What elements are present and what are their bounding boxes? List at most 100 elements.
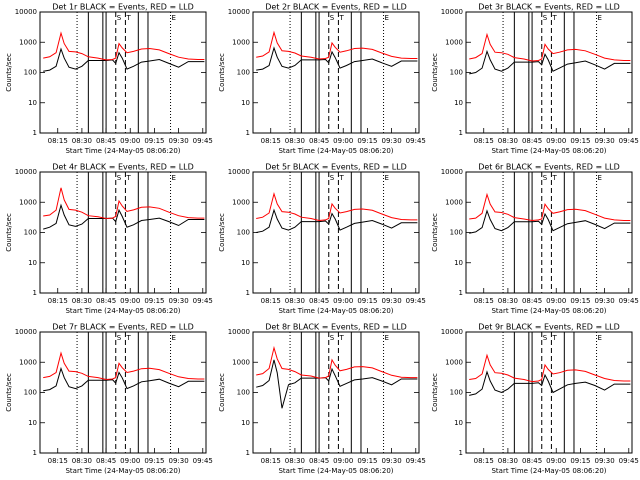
x-tick-label: 09:30 <box>169 297 189 305</box>
y-tick-label: 100 <box>237 69 250 77</box>
x-tick-label: 08:30 <box>498 297 518 305</box>
y-axis-label: Counts/sec <box>218 53 226 92</box>
annotation: E <box>598 14 602 22</box>
series-line <box>256 208 418 233</box>
x-tick-label: 09:45 <box>193 457 213 465</box>
chart-title: Det 5r BLACK = Events, RED = LLD <box>265 163 407 172</box>
y-tick-label: 1 <box>246 289 250 297</box>
series-line <box>469 370 631 396</box>
x-tick-label: 08:15 <box>48 137 68 145</box>
x-tick-label: 09:00 <box>120 137 140 145</box>
y-tick-label: 1 <box>33 449 37 457</box>
y-tick-label: 1000 <box>232 198 250 206</box>
chart-title: Det 3r BLACK = Events, RED = LLD <box>478 3 620 12</box>
x-tick-label: 08:15 <box>261 137 281 145</box>
x-tick-label: 08:30 <box>72 457 92 465</box>
y-tick-label: 10000 <box>15 8 37 16</box>
y-tick-label: 1000 <box>445 198 463 206</box>
y-tick-label: 1000 <box>445 38 463 46</box>
series-line <box>43 31 205 61</box>
chart-title: Det 4r BLACK = Events, RED = LLD <box>52 163 194 172</box>
series-line <box>43 351 205 381</box>
x-axis-label: Start Time (24-May-05 08:06:20) <box>491 467 606 475</box>
annotation: T <box>339 14 345 22</box>
y-tick-label: 10 <box>454 259 463 267</box>
x-tick-label: 09:30 <box>169 137 189 145</box>
y-tick-label: 10000 <box>441 328 463 336</box>
annotation: S <box>330 174 335 182</box>
annotation: E <box>172 334 176 342</box>
y-tick-label: 1000 <box>19 38 37 46</box>
y-axis-label: Counts/sec <box>431 213 439 252</box>
series-line <box>256 30 418 60</box>
x-tick-label: 08:30 <box>498 457 518 465</box>
chart-title: Det 8r BLACK = Events, RED = LLD <box>265 323 407 332</box>
y-tick-label: 10 <box>241 259 250 267</box>
annotation: T <box>126 14 132 22</box>
y-tick-label: 100 <box>450 69 463 77</box>
y-axis-label: Counts/sec <box>5 53 13 92</box>
y-tick-label: 10 <box>28 99 37 107</box>
x-tick-label: 09:45 <box>619 297 639 305</box>
annotation: S <box>330 14 335 22</box>
y-axis-label: Counts/sec <box>5 373 13 412</box>
plot-frame <box>252 171 420 294</box>
x-tick-label: 09:00 <box>333 137 353 145</box>
x-tick-label: 08:45 <box>96 297 116 305</box>
series-line <box>469 353 631 383</box>
x-tick-label: 08:30 <box>285 137 305 145</box>
x-axis-label: Start Time (24-May-05 08:06:20) <box>278 467 393 475</box>
y-tick-label: 100 <box>450 229 463 237</box>
y-axis-label: Counts/sec <box>218 213 226 252</box>
x-tick-label: 09:45 <box>406 297 426 305</box>
chart-title: Det 7r BLACK = Events, RED = LLD <box>52 323 194 332</box>
x-axis-label: Start Time (24-May-05 08:06:20) <box>491 147 606 155</box>
y-tick-label: 1 <box>246 449 250 457</box>
x-tick-label: 08:30 <box>285 457 305 465</box>
y-tick-label: 10000 <box>441 168 463 176</box>
y-tick-label: 1000 <box>232 358 250 366</box>
x-tick-label: 09:45 <box>619 137 639 145</box>
y-tick-label: 10000 <box>228 328 250 336</box>
x-tick-label: 09:45 <box>406 137 426 145</box>
plot-frame <box>39 11 207 134</box>
annotation: S <box>330 334 335 342</box>
series-line <box>43 203 205 230</box>
annotation: S <box>117 14 122 22</box>
annotation: T <box>126 174 132 182</box>
x-tick-label: 09:30 <box>382 297 402 305</box>
annotation: E <box>385 334 389 342</box>
plot-frame <box>252 331 420 454</box>
y-tick-label: 10 <box>454 99 463 107</box>
series-line <box>256 46 418 71</box>
x-axis-label: Start Time (24-May-05 08:06:20) <box>65 147 180 155</box>
y-tick-label: 100 <box>450 389 463 397</box>
series-line <box>256 191 418 222</box>
annotation: E <box>598 334 602 342</box>
y-tick-label: 10000 <box>441 8 463 16</box>
y-tick-label: 10000 <box>15 168 37 176</box>
plot-frame <box>465 171 633 294</box>
x-tick-label: 09:30 <box>595 297 615 305</box>
x-tick-label: 09:30 <box>169 457 189 465</box>
x-tick-label: 08:45 <box>522 297 542 305</box>
x-tick-label: 08:15 <box>261 297 281 305</box>
x-tick-label: 09:15 <box>570 137 590 145</box>
y-tick-label: 10 <box>28 419 37 427</box>
annotation: E <box>385 14 389 22</box>
y-axis-label: Counts/sec <box>5 213 13 252</box>
y-axis-label: Counts/sec <box>431 53 439 92</box>
x-axis-label: Start Time (24-May-05 08:06:20) <box>278 307 393 315</box>
annotation: E <box>385 174 389 182</box>
annotation: S <box>543 174 548 182</box>
y-tick-label: 10000 <box>15 328 37 336</box>
x-axis-label: Start Time (24-May-05 08:06:20) <box>65 307 180 315</box>
y-tick-label: 10 <box>454 419 463 427</box>
chart-title: Det 1r BLACK = Events, RED = LLD <box>52 3 194 12</box>
x-tick-label: 09:15 <box>570 457 590 465</box>
x-tick-label: 09:30 <box>382 137 402 145</box>
plot-frame <box>465 11 633 134</box>
series-line <box>469 192 631 222</box>
x-tick-label: 08:45 <box>522 137 542 145</box>
